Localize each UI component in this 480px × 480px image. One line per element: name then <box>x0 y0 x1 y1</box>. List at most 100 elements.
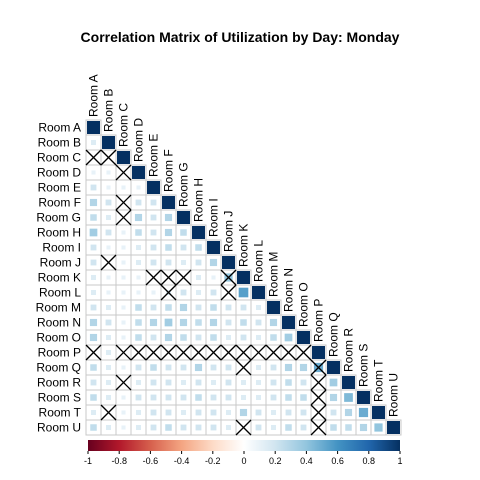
correlation-square <box>344 393 353 402</box>
correlation-square <box>270 424 277 431</box>
column-labels: Room A Room B Room C Room D Room E Room F Room… <box>87 74 401 417</box>
correlation-square <box>162 196 175 209</box>
row-label: Room U <box>37 421 81 435</box>
insignificance-cross <box>280 344 297 361</box>
row-label: Room T <box>39 406 82 420</box>
insignificance-cross <box>295 344 312 361</box>
correlation-square <box>89 198 98 207</box>
column-label: Room A <box>87 74 101 117</box>
correlation-square <box>180 364 187 371</box>
insignificance-cross <box>310 359 327 376</box>
row-label: Room F <box>38 196 81 210</box>
correlation-square <box>150 199 157 206</box>
correlation-square <box>105 319 112 326</box>
correlation-square <box>240 394 247 401</box>
column-label: Room E <box>147 134 161 177</box>
colorbar-tick-label: -0.8 <box>111 456 127 466</box>
correlation-square <box>135 229 142 236</box>
correlation-square <box>374 423 383 432</box>
correlation-square <box>105 334 112 341</box>
column-label: Room R <box>342 328 356 372</box>
correlation-square <box>327 361 340 374</box>
correlation-square <box>342 376 355 389</box>
column-label: Room N <box>282 268 296 312</box>
correlation-square <box>121 185 126 190</box>
correlation-square <box>285 409 292 416</box>
correlation-square <box>136 275 141 280</box>
correlation-square <box>121 275 126 280</box>
correlation-square <box>270 334 277 341</box>
correlation-square <box>207 241 220 254</box>
correlation-square <box>105 199 112 206</box>
correlation-square <box>357 391 370 404</box>
row-label: Room M <box>36 301 81 315</box>
insignificance-cross <box>160 344 177 361</box>
insignificance-cross <box>115 194 132 211</box>
correlation-square <box>121 260 126 265</box>
correlation-square <box>344 408 353 417</box>
column-label: Room L <box>252 240 266 282</box>
correlation-square <box>210 289 217 296</box>
insignificance-cross <box>190 344 207 361</box>
insignificance-cross <box>205 344 222 361</box>
column-label: Room U <box>387 373 401 417</box>
correlation-square <box>210 424 217 431</box>
chart-title: Correlation Matrix of Utilization by Day… <box>81 29 400 45</box>
insignificance-cross <box>85 149 102 166</box>
correlation-square <box>150 259 157 266</box>
correlation-square <box>150 244 157 251</box>
correlation-square <box>225 394 232 401</box>
correlation-square <box>91 170 96 175</box>
correlation-square <box>134 213 143 222</box>
insignificance-cross <box>115 164 132 181</box>
colorbar-tick-label: 0 <box>241 456 246 466</box>
correlation-square <box>105 229 112 236</box>
row-label: Room H <box>37 226 81 240</box>
correlation-square <box>150 424 157 431</box>
colorbar-tick-label: -0.6 <box>143 456 159 466</box>
correlation-square <box>300 379 307 386</box>
correlation-square <box>210 334 217 341</box>
row-label: Room K <box>38 271 81 285</box>
row-label: Room L <box>39 286 81 300</box>
correlation-square <box>284 363 293 372</box>
correlation-square <box>210 379 217 386</box>
correlation-square <box>90 379 97 386</box>
correlation-square <box>255 334 262 341</box>
correlation-square <box>136 290 141 295</box>
correlation-square <box>106 245 111 250</box>
correlation-square <box>387 421 400 434</box>
correlation-square <box>255 409 262 416</box>
row-label: Room R <box>37 376 81 390</box>
insignificance-cross <box>160 284 177 301</box>
colorbar-tick-label: 0.8 <box>363 456 376 466</box>
correlation-square <box>180 394 187 401</box>
correlation-square <box>180 409 187 416</box>
insignificance-cross <box>100 149 117 166</box>
correlation-square <box>210 364 217 371</box>
correlation-square <box>105 424 112 431</box>
colorbar-tick-label: 0.2 <box>269 456 282 466</box>
correlation-square <box>106 275 111 280</box>
correlation-square <box>270 409 277 416</box>
matrix-cells <box>85 119 402 436</box>
correlation-square <box>164 213 173 222</box>
row-label: Room O <box>36 331 81 345</box>
correlation-square <box>372 406 385 419</box>
insignificance-cross <box>115 209 132 226</box>
correlation-square <box>297 331 310 344</box>
correlation-square <box>105 379 112 386</box>
row-label: Room I <box>42 241 81 255</box>
correlation-square <box>345 424 352 431</box>
correlation-square <box>210 304 217 311</box>
correlation-square <box>238 287 249 298</box>
correlation-square <box>150 364 157 371</box>
column-label: Room H <box>192 178 206 222</box>
correlation-square <box>90 259 97 266</box>
row-label: Room D <box>37 166 81 180</box>
insignificance-cross <box>175 344 192 361</box>
correlation-square <box>105 394 112 401</box>
column-label: Room S <box>357 344 371 387</box>
correlation-square <box>90 424 97 431</box>
